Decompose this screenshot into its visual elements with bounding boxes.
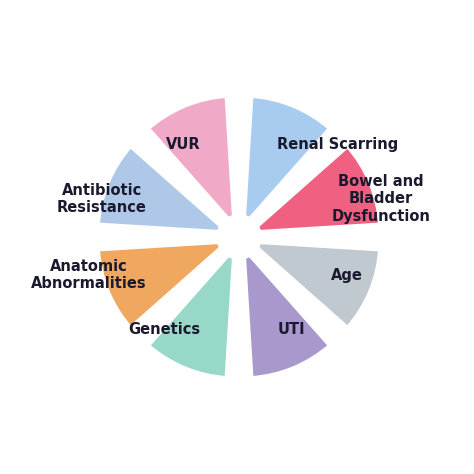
Text: Age: Age (331, 268, 363, 283)
Text: Anatomic
Abnormalities: Anatomic Abnormalities (31, 259, 147, 292)
Wedge shape (97, 241, 222, 329)
Text: Renal Scarring: Renal Scarring (277, 137, 399, 152)
Text: VUR: VUR (166, 137, 201, 152)
Wedge shape (147, 254, 235, 379)
Wedge shape (243, 95, 331, 220)
Text: Genetics: Genetics (128, 322, 201, 337)
Text: Antibiotic
Resistance: Antibiotic Resistance (57, 182, 147, 215)
Wedge shape (255, 241, 381, 329)
Text: UTI: UTI (277, 322, 305, 337)
Wedge shape (243, 254, 331, 379)
Text: Bowel and
Bladder
Dysfunction: Bowel and Bladder Dysfunction (331, 174, 430, 224)
Wedge shape (255, 145, 381, 233)
Wedge shape (97, 145, 222, 233)
Wedge shape (147, 95, 235, 220)
